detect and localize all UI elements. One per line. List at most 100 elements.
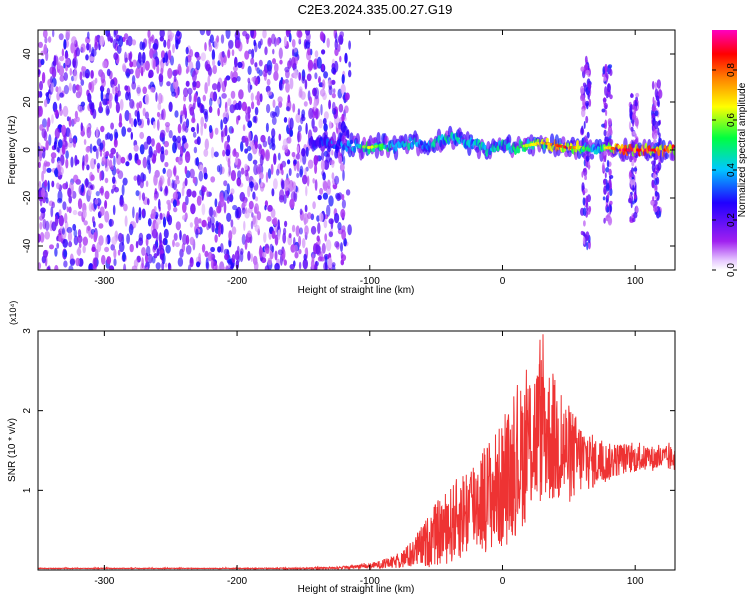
noise-speckle — [147, 198, 150, 206]
noise-speckle — [111, 165, 114, 171]
noise-band-speckle — [631, 112, 637, 121]
y-tick-label: 3 — [22, 328, 33, 334]
noise-speckle — [179, 114, 183, 125]
noise-speckle — [296, 30, 302, 38]
noise-speckle — [334, 212, 340, 224]
noise-speckle — [199, 30, 206, 36]
signal-halo — [374, 146, 380, 159]
noise-speckle — [131, 81, 137, 90]
noise-speckle — [77, 198, 83, 210]
noise-speckle — [153, 150, 158, 158]
noise-speckle — [138, 232, 144, 242]
noise-speckle — [145, 111, 149, 120]
noise-band-speckle — [601, 108, 606, 113]
noise-band-speckle — [657, 162, 662, 171]
noise-speckle — [241, 233, 246, 245]
noise-speckle — [75, 47, 81, 57]
noise-speckle — [165, 124, 170, 133]
noise-speckle — [200, 116, 204, 128]
noise-speckle — [277, 219, 280, 231]
noise-speckle — [38, 41, 43, 49]
noise-speckle — [305, 122, 308, 135]
noise-speckle — [139, 65, 143, 74]
x-tick-label: -200 — [227, 276, 247, 287]
noise-speckle — [251, 101, 255, 110]
noise-speckle — [296, 160, 300, 172]
noise-speckle — [321, 79, 326, 90]
noise-speckle — [339, 31, 345, 38]
noise-speckle — [40, 207, 46, 214]
noise-speckle — [222, 149, 226, 157]
noise-speckle — [196, 122, 199, 135]
noise-speckle — [185, 46, 189, 55]
noise-speckle — [254, 203, 259, 215]
noise-speckle — [325, 153, 331, 163]
noise-speckle — [315, 244, 321, 255]
noise-speckle — [250, 220, 254, 230]
noise-speckle — [223, 248, 229, 256]
noise-speckle — [62, 201, 67, 211]
noise-band-speckle — [605, 182, 610, 192]
noise-speckle — [49, 66, 54, 75]
noise-speckle — [77, 104, 81, 111]
noise-band-speckle — [607, 216, 613, 226]
snr-y-multiplier: (x10⁴) — [8, 301, 18, 325]
noise-speckle — [141, 209, 145, 217]
noise-band-speckle — [582, 207, 587, 216]
noise-speckle — [115, 151, 119, 159]
noise-speckle — [51, 114, 54, 124]
noise-speckle — [73, 118, 77, 125]
noise-band-speckle — [587, 81, 592, 92]
noise-speckle — [104, 190, 110, 200]
noise-speckle — [92, 264, 97, 270]
noise-speckle — [188, 93, 192, 103]
noise-band-speckle — [584, 175, 587, 181]
noise-speckle — [264, 265, 270, 270]
noise-speckle — [120, 156, 126, 164]
noise-speckle — [126, 72, 130, 79]
noise-speckle — [58, 139, 63, 149]
noise-speckle — [38, 149, 43, 162]
noise-band-speckle — [653, 134, 656, 144]
noise-speckle — [68, 265, 74, 270]
noise-speckle — [109, 153, 114, 159]
noise-speckle — [211, 49, 216, 61]
noise-speckle — [38, 69, 41, 75]
signal-body — [419, 140, 424, 146]
noise-speckle — [269, 142, 272, 150]
noise-speckle — [128, 52, 132, 63]
noise-speckle — [323, 111, 329, 120]
noise-band-speckle — [631, 167, 634, 174]
noise-speckle — [270, 163, 274, 175]
noise-speckle — [104, 200, 108, 209]
noise-speckle — [87, 31, 90, 40]
noise-speckle — [331, 79, 336, 85]
noise-speckle — [227, 259, 232, 265]
noise-speckle — [271, 116, 277, 125]
noise-band-speckle — [653, 157, 656, 167]
noise-speckle — [331, 262, 336, 268]
noise-speckle — [113, 186, 119, 193]
signal-body — [353, 145, 357, 154]
noise-speckle — [328, 86, 333, 96]
noise-speckle — [247, 145, 252, 152]
noise-speckle — [288, 32, 292, 43]
x-tick-label: -100 — [360, 276, 380, 287]
noise-speckle — [326, 37, 330, 49]
noise-band-speckle — [629, 176, 632, 185]
noise-speckle — [267, 257, 272, 266]
noise-speckle — [287, 94, 291, 104]
y-tick-label: -20 — [22, 190, 33, 205]
noise-speckle — [45, 161, 51, 167]
noise-speckle — [303, 213, 309, 225]
noise-speckle — [175, 221, 181, 231]
noise-speckle — [265, 122, 269, 133]
noise-band-speckle — [586, 131, 590, 139]
noise-speckle — [348, 61, 352, 68]
noise-speckle — [299, 208, 303, 215]
noise-speckle — [46, 167, 52, 173]
noise-speckle — [191, 70, 197, 82]
noise-speckle — [335, 32, 338, 43]
noise-speckle — [74, 154, 78, 167]
noise-speckle — [99, 171, 102, 182]
